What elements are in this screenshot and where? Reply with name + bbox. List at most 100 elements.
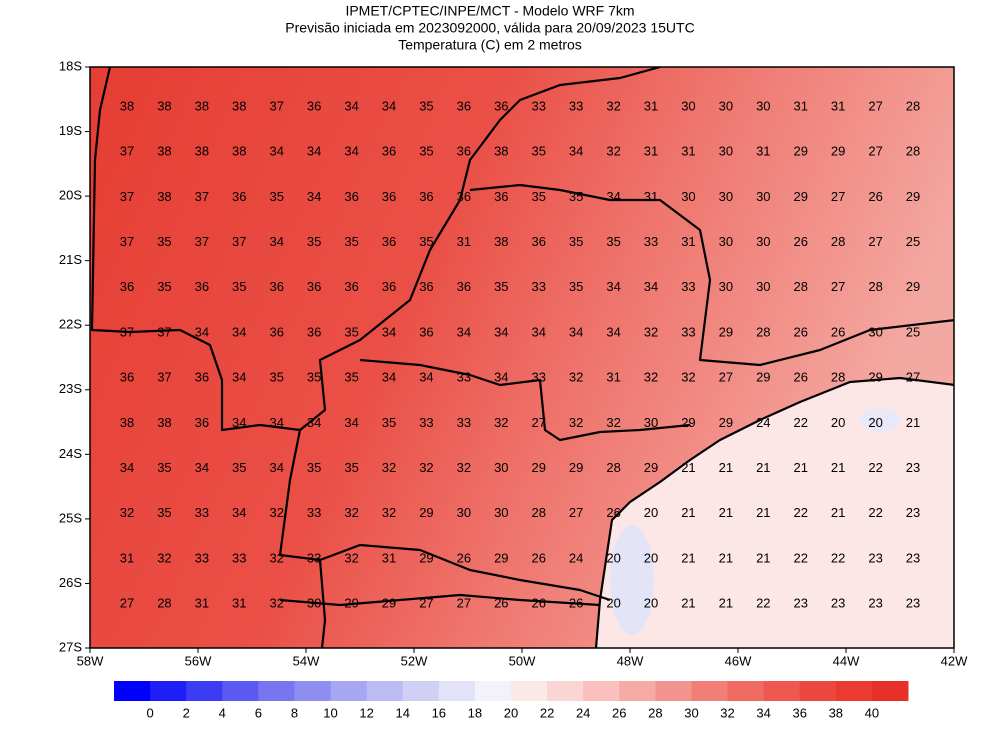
- temp-label: 35: [382, 415, 396, 430]
- temp-label: 29: [344, 596, 358, 611]
- colorbar-label: 2: [183, 705, 190, 720]
- temp-label: 36: [457, 98, 471, 113]
- lat-label: 21S: [59, 252, 82, 267]
- lat-label: 20S: [59, 188, 82, 203]
- temp-label: 20: [831, 415, 845, 430]
- temp-label: 34: [232, 324, 246, 339]
- temp-label: 33: [457, 415, 471, 430]
- temp-label: 28: [868, 279, 882, 294]
- temp-label: 25: [906, 234, 920, 249]
- temp-label: 20: [644, 596, 658, 611]
- temp-label: 20: [644, 550, 658, 565]
- temp-label: 21: [681, 460, 695, 475]
- overlay: 38 38 38 38 37 36 34 34 35 36 36 33 33 32 31 30 30 30 31 31…: [120, 98, 920, 610]
- temp-label: 30: [756, 189, 770, 204]
- temp-label: 35: [569, 234, 583, 249]
- lon-label: 44W: [833, 653, 860, 668]
- temp-label: 21: [831, 460, 845, 475]
- temp-label: 37: [120, 234, 134, 249]
- colorbar-label: 30: [684, 705, 698, 720]
- temp-label: 23: [906, 505, 920, 520]
- temp-label: 35: [569, 189, 583, 204]
- temp-label: 29: [868, 370, 882, 385]
- temp-label: 27: [120, 596, 134, 611]
- colorbar-swatch: [547, 681, 584, 701]
- temp-label: 35: [569, 279, 583, 294]
- temp-label: 30: [457, 505, 471, 520]
- temp-label: 35: [419, 144, 433, 159]
- temp-label: 38: [494, 234, 508, 249]
- colorbar-swatch: [655, 681, 692, 701]
- temp-label: 32: [344, 550, 358, 565]
- temp-label: 34: [382, 324, 396, 339]
- lon-label: 42W: [941, 653, 968, 668]
- cool-patch: [860, 408, 900, 432]
- temp-label: 21: [831, 505, 845, 520]
- border: [278, 429, 611, 602]
- colorbar-label: 26: [612, 705, 626, 720]
- temp-label: 36: [457, 189, 471, 204]
- colorbar-swatch: [763, 681, 801, 701]
- title-line: IPMET/CPTEC/INPE/MCT - Modelo WRF 7km: [345, 3, 634, 19]
- temp-label: 26: [794, 370, 808, 385]
- temp-label: 23: [906, 596, 920, 611]
- temp-label: 26: [494, 596, 508, 611]
- temp-label: 30: [719, 98, 733, 113]
- temp-label: 21: [719, 505, 733, 520]
- colorbar-label: 18: [468, 705, 482, 720]
- temp-label: 34: [344, 144, 358, 159]
- temp-label: 29: [906, 189, 920, 204]
- colorbar-label: 12: [359, 705, 373, 720]
- temp-label: 37: [195, 234, 209, 249]
- temp-label: 29: [494, 550, 508, 565]
- colorbar-label: 14: [395, 705, 409, 720]
- temp-label: 31: [794, 98, 808, 113]
- temp-label: 32: [644, 370, 658, 385]
- temp-label: 22: [794, 550, 808, 565]
- colorbar-swatch: [330, 681, 368, 701]
- temp-label: 34: [457, 324, 471, 339]
- border: [90, 67, 661, 432]
- lat-label: 19S: [59, 123, 82, 138]
- colorbar-label: 10: [323, 705, 337, 720]
- temp-label: 30: [494, 460, 508, 475]
- temp-label: 32: [157, 550, 171, 565]
- temp-label: 36: [494, 98, 508, 113]
- temp-label: 28: [606, 460, 620, 475]
- temp-label: 20: [606, 596, 620, 611]
- colorbar-label: 20: [504, 705, 518, 720]
- temp-label: 38: [494, 144, 508, 159]
- temp-label: 34: [307, 144, 321, 159]
- temp-label: 31: [644, 144, 658, 159]
- temp-label: 29: [681, 415, 695, 430]
- temp-label: 37: [120, 144, 134, 159]
- temp-label: 32: [382, 460, 396, 475]
- temp-label: 22: [831, 550, 845, 565]
- temp-label: 30: [868, 324, 882, 339]
- temp-label: 31: [382, 550, 396, 565]
- temp-label: 23: [906, 550, 920, 565]
- temp-label: 33: [569, 98, 583, 113]
- lat-label: 22S: [59, 317, 82, 332]
- temp-label: 30: [681, 98, 695, 113]
- temp-label: 32: [120, 505, 134, 520]
- temp-label: 28: [531, 505, 545, 520]
- temp-label: 36: [382, 279, 396, 294]
- cool-patch: [610, 525, 654, 635]
- colorbar-swatch: [438, 681, 476, 701]
- temp-label: 31: [195, 596, 209, 611]
- temp-label: 21: [756, 550, 770, 565]
- temp-label: 34: [120, 460, 134, 475]
- temp-label: 34: [269, 144, 283, 159]
- temp-label: 26: [531, 550, 545, 565]
- temp-label: 37: [157, 324, 171, 339]
- temp-label: 31: [644, 189, 658, 204]
- temp-label: 35: [157, 460, 171, 475]
- temp-label: 35: [419, 234, 433, 249]
- temp-label: 35: [344, 460, 358, 475]
- colorbar-label: 22: [540, 705, 554, 720]
- temp-label: 30: [719, 144, 733, 159]
- temp-label: 33: [307, 505, 321, 520]
- temp-label: 29: [382, 596, 396, 611]
- temp-label: 22: [794, 505, 808, 520]
